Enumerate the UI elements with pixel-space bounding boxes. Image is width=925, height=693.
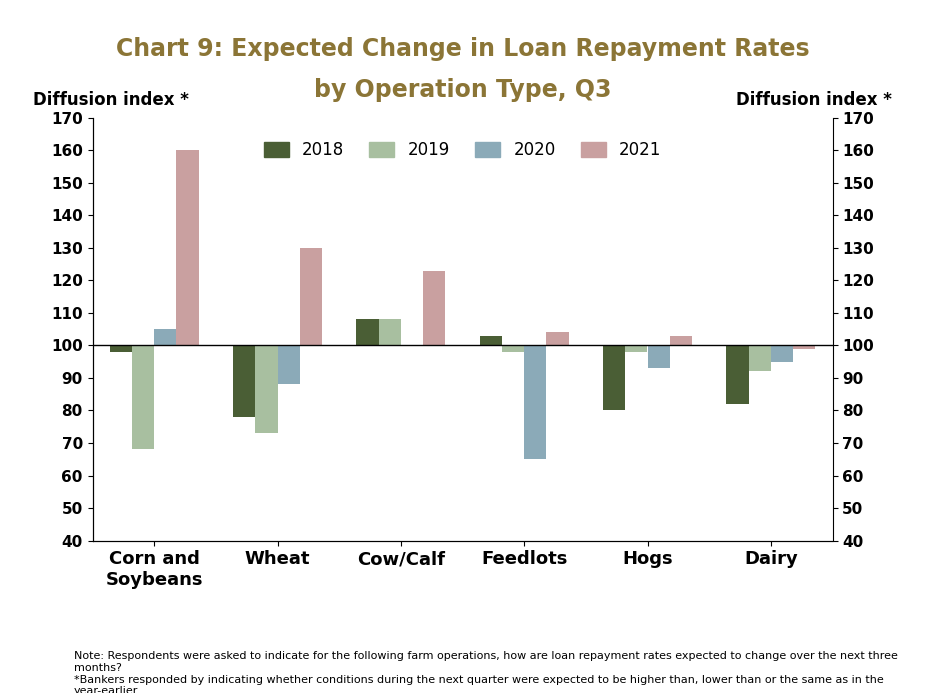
Text: by Operation Type, Q3: by Operation Type, Q3	[314, 78, 611, 102]
Text: Diffusion index *: Diffusion index *	[33, 91, 190, 109]
Bar	[233, 345, 255, 417]
Bar	[300, 248, 322, 345]
Bar	[603, 345, 625, 410]
Bar	[547, 333, 569, 345]
Bar	[480, 335, 502, 345]
Bar	[771, 345, 793, 362]
Text: Chart 9: Expected Change in Loan Repayment Rates: Chart 9: Expected Change in Loan Repayme…	[116, 37, 809, 60]
Bar	[177, 150, 199, 345]
Bar	[726, 345, 748, 404]
Bar	[110, 345, 132, 352]
Legend: 2018, 2019, 2020, 2021: 2018, 2019, 2020, 2021	[257, 134, 668, 166]
Bar	[648, 345, 670, 368]
Bar	[670, 335, 692, 345]
Bar	[154, 329, 177, 345]
Bar	[278, 345, 300, 385]
Bar	[423, 271, 445, 345]
Bar	[793, 345, 815, 349]
Bar	[502, 345, 524, 352]
Bar	[255, 345, 278, 433]
Bar	[356, 319, 378, 345]
Bar	[748, 345, 771, 371]
Bar	[625, 345, 648, 352]
Bar	[524, 345, 547, 459]
Bar	[132, 345, 154, 450]
Bar	[378, 319, 401, 345]
Text: Diffusion index *: Diffusion index *	[735, 91, 892, 109]
Text: Note: Respondents were asked to indicate for the following farm operations, how : Note: Respondents were asked to indicate…	[74, 651, 898, 693]
